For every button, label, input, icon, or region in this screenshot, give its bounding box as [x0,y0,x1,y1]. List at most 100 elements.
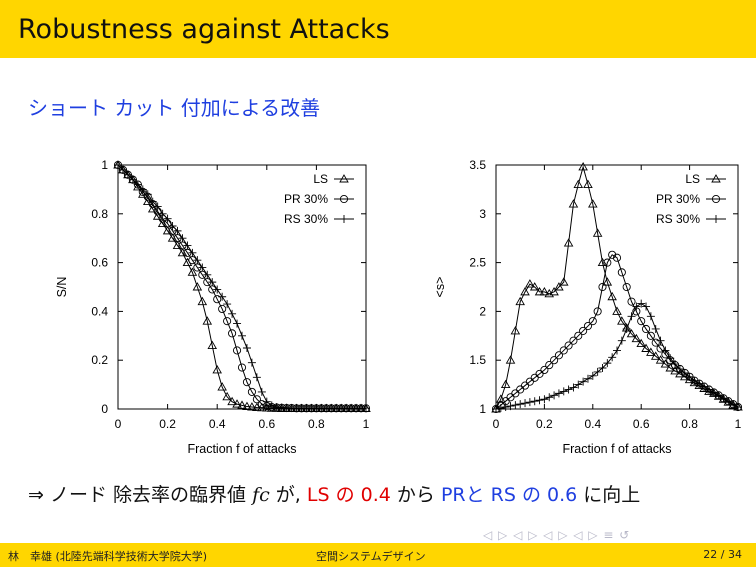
title-bar: Robustness against Attacks [0,0,756,58]
data-point [627,297,636,306]
pr-rs-threshold: PRと RS の 0.6 [440,484,578,506]
data-point [500,379,511,389]
y-tick-label: 0.4 [91,304,108,318]
data-point [719,394,728,403]
data-point [579,377,588,386]
series-rs-30- [492,299,742,413]
data-point [262,403,272,412]
data-point [222,391,232,401]
y-tick-label: 0.6 [91,256,108,270]
data-point [118,165,127,174]
data-point [564,385,573,394]
data-point [637,299,646,308]
data-point [675,364,684,373]
data-point [583,374,592,383]
data-point [238,331,246,340]
data-point [198,263,207,272]
data-point [183,241,192,250]
data-point [511,389,520,398]
data-point [506,402,515,411]
data-point [217,382,227,391]
data-point [598,282,607,292]
y-tick-label: 0 [101,402,108,416]
implies-arrow: ⇒ [28,484,44,506]
data-point [671,360,680,369]
data-point [549,286,559,296]
data-point [559,387,568,396]
data-point [612,306,622,315]
data-point [684,374,695,384]
footer-bar: 林 幸雄 (北陸先端科学技術大学院大学) 空間システムデザイン 22 / 34 [0,543,756,567]
data-point [545,361,554,370]
data-point [162,225,173,235]
x-tick-label: 0 [115,417,122,431]
data-point [525,398,534,407]
footer-page-number: 22 / 34 [703,548,742,561]
data-point [203,270,212,279]
data-point [506,393,515,402]
conclusion-text-4: に向上 [583,484,641,506]
data-point [578,162,588,171]
data-point [193,256,202,265]
data-point [642,302,651,311]
data-point [237,400,247,409]
data-point [656,336,665,345]
data-point [202,316,213,325]
data-point [729,400,738,409]
data-point [158,209,167,218]
data-point [568,199,579,208]
data-point [622,324,631,333]
data-point [651,324,660,333]
data-point [559,346,568,355]
data-point [252,373,261,382]
data-point [123,170,132,179]
x-tick-label: 0.6 [633,417,650,431]
data-point [655,355,666,364]
plot-frame [117,164,367,410]
data-point [247,387,256,396]
data-point [233,319,242,328]
data-point [252,395,261,404]
data-point [714,391,723,400]
y-tick-label: 0.8 [91,207,108,221]
data-point [252,402,262,411]
data-point [554,282,564,291]
data-point [515,296,525,306]
data-point [362,404,370,413]
x-tick-label: 0.2 [536,417,553,431]
legend-marker [339,174,349,183]
series-ls [491,162,743,413]
data-point [142,196,153,206]
data-point [232,346,242,355]
legend-label: RS 30% [284,212,328,226]
data-point [227,396,237,406]
data-point [588,371,597,380]
data-point [163,214,172,223]
data-point [247,402,257,411]
data-point [617,268,626,277]
data-point [237,363,247,372]
x-tick-label: 0.8 [308,417,325,431]
data-point [569,383,578,392]
data-point [637,317,646,326]
x-tick-label: 0.6 [258,417,275,431]
data-point [148,197,157,206]
legend-label: PR 30% [656,192,700,206]
legend-label: LS [313,172,328,186]
beamer-navigation-icons[interactable]: ◁ ▷ ◁ ▷ ◁ ▷ ◁ ▷ ≡ ↺ [483,528,631,542]
data-point [228,329,237,338]
conclusion-text-3: から [396,484,435,506]
y-tick-label: 2 [479,304,486,318]
data-point [641,324,651,334]
data-point [212,365,222,374]
data-point [213,295,222,304]
data-point [197,296,208,306]
data-point [603,359,612,368]
x-tick-label: 0.8 [681,417,698,431]
legend-marker [711,174,721,183]
data-point [152,211,163,220]
data-point [704,385,713,394]
data-point [627,312,636,321]
x-tick-label: 0.2 [159,417,176,431]
data-point [529,282,540,291]
